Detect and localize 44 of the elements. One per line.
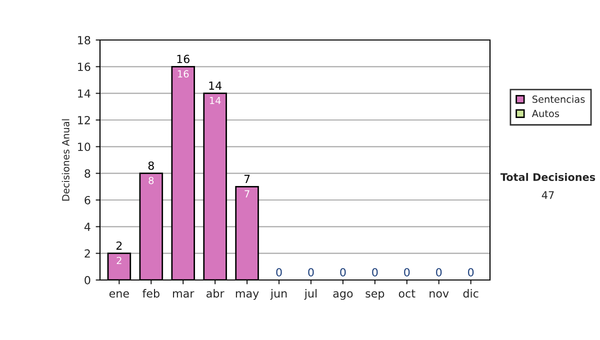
total-label: 14 xyxy=(209,82,222,90)
y-tick-label: 8 xyxy=(84,169,90,178)
data-label: 14 xyxy=(210,96,221,104)
x-tick-label: oct xyxy=(398,290,416,298)
data-label: 2 xyxy=(116,256,122,264)
x-tick-label: may xyxy=(236,291,259,300)
total-label: 0 xyxy=(468,268,474,277)
y-axis-title: Decisiones Anual xyxy=(62,119,70,201)
y-tick-label: 18 xyxy=(78,36,90,44)
y-tick-label: 14 xyxy=(78,89,90,98)
data-label: 7 xyxy=(244,190,250,198)
total-label: 0 xyxy=(372,268,378,277)
total-label: 16 xyxy=(177,54,190,64)
x-tick-label: ene xyxy=(109,291,129,298)
total-label: 0 xyxy=(340,268,346,277)
y-tick-label: 10 xyxy=(78,142,90,152)
text: Total Decisiones xyxy=(500,172,596,182)
data-label: 16 xyxy=(178,70,189,78)
text: 47 xyxy=(542,191,554,199)
y-tick-label: 0 xyxy=(84,276,90,284)
y-tick-label: 4 xyxy=(84,222,90,231)
legend-label: Sentencias xyxy=(532,95,585,103)
x-tick-label: ago xyxy=(333,291,353,300)
data-label: 8 xyxy=(148,176,154,184)
x-tick-label: mar xyxy=(173,291,194,298)
x-tick-label: dic xyxy=(463,289,478,298)
x-tick-label: feb xyxy=(142,289,160,298)
y-tick-label: 2 xyxy=(84,249,90,258)
x-tick-label: jul xyxy=(304,289,317,300)
y-tick-label: 6 xyxy=(84,196,90,204)
total-label: 0 xyxy=(436,268,442,277)
y-tick-label: 12 xyxy=(78,116,90,124)
total-label: 0 xyxy=(404,268,410,277)
x-tick-label: sep xyxy=(366,291,384,300)
total-label: 7 xyxy=(244,174,250,184)
total-label: 2 xyxy=(116,241,122,250)
legend-label: Autos xyxy=(532,110,560,118)
total-label: 0 xyxy=(276,268,282,277)
total-label: 0 xyxy=(308,268,314,277)
x-tick-label: nov xyxy=(430,291,449,298)
x-tick-label: abr xyxy=(206,289,224,298)
total-label: 8 xyxy=(148,161,154,170)
y-tick-label: 16 xyxy=(78,62,90,72)
x-tick-label: jun xyxy=(270,289,287,300)
